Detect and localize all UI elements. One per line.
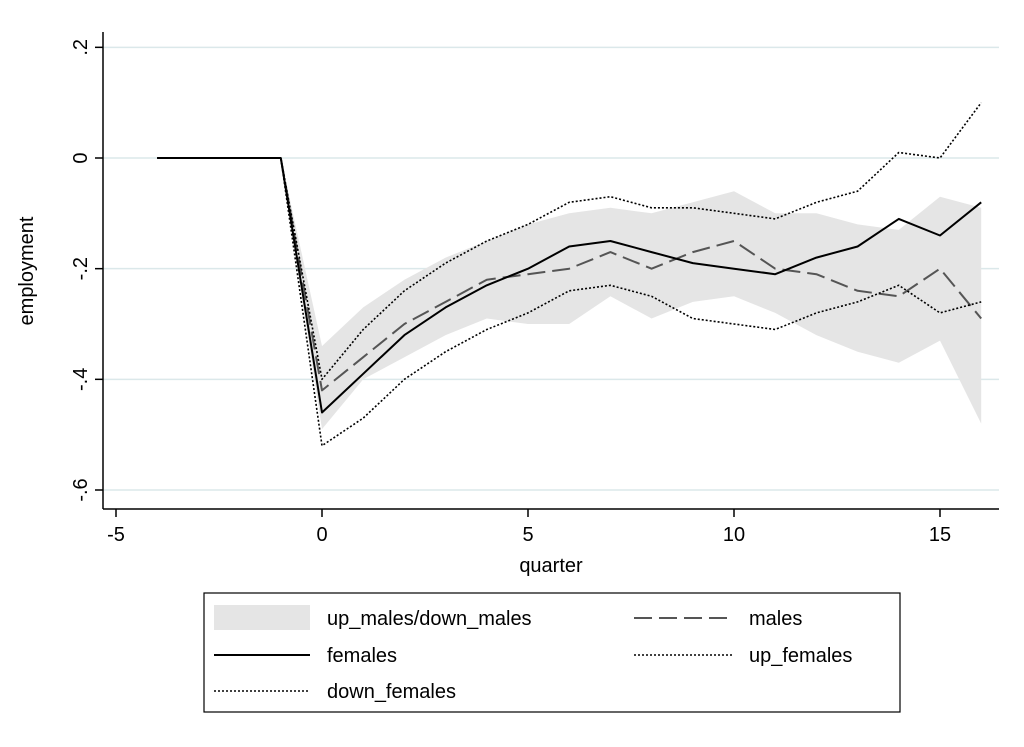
x-tick-label-4: 15 bbox=[929, 524, 951, 546]
y-tick-label-3: 0 bbox=[70, 152, 92, 163]
band-up-males-down-males bbox=[157, 158, 982, 430]
legend: up_males/down_males males females up_fem… bbox=[203, 592, 901, 713]
y-tick-label-0: -.6 bbox=[70, 478, 92, 501]
series-line-down-females bbox=[157, 157, 982, 447]
legend-label-females: females bbox=[327, 645, 397, 667]
legend-box bbox=[203, 592, 901, 713]
axis-layer bbox=[102, 32, 999, 510]
x-axis-title: quarter bbox=[519, 555, 583, 577]
x-tick-label-1: 0 bbox=[316, 524, 327, 546]
band-layer bbox=[157, 158, 982, 430]
legend-label-band: up_males/down_males bbox=[327, 608, 532, 630]
x-tick-label-0: -5 bbox=[107, 524, 125, 546]
x-tick-label-2: 5 bbox=[522, 524, 533, 546]
y-tick-label-2: -.2 bbox=[70, 257, 92, 280]
tick-layer: -5 0 5 10 15 -.6 -.4 -.2 0 .2 bbox=[70, 39, 951, 546]
y-tick-label-1: -.4 bbox=[70, 368, 92, 391]
series-line-females bbox=[157, 157, 982, 414]
legend-key-band bbox=[214, 605, 310, 630]
legend-label-down-females: down_females bbox=[327, 681, 456, 703]
legend-label-up-females: up_females bbox=[749, 645, 852, 667]
y-axis-title: employment bbox=[16, 216, 38, 325]
x-tick-label-3: 10 bbox=[723, 524, 745, 546]
series-line-males bbox=[157, 157, 982, 392]
series-layer bbox=[157, 102, 982, 447]
legend-label-males: males bbox=[749, 608, 802, 630]
series-line-up-females bbox=[157, 102, 982, 381]
y-tick-label-4: .2 bbox=[70, 39, 92, 56]
